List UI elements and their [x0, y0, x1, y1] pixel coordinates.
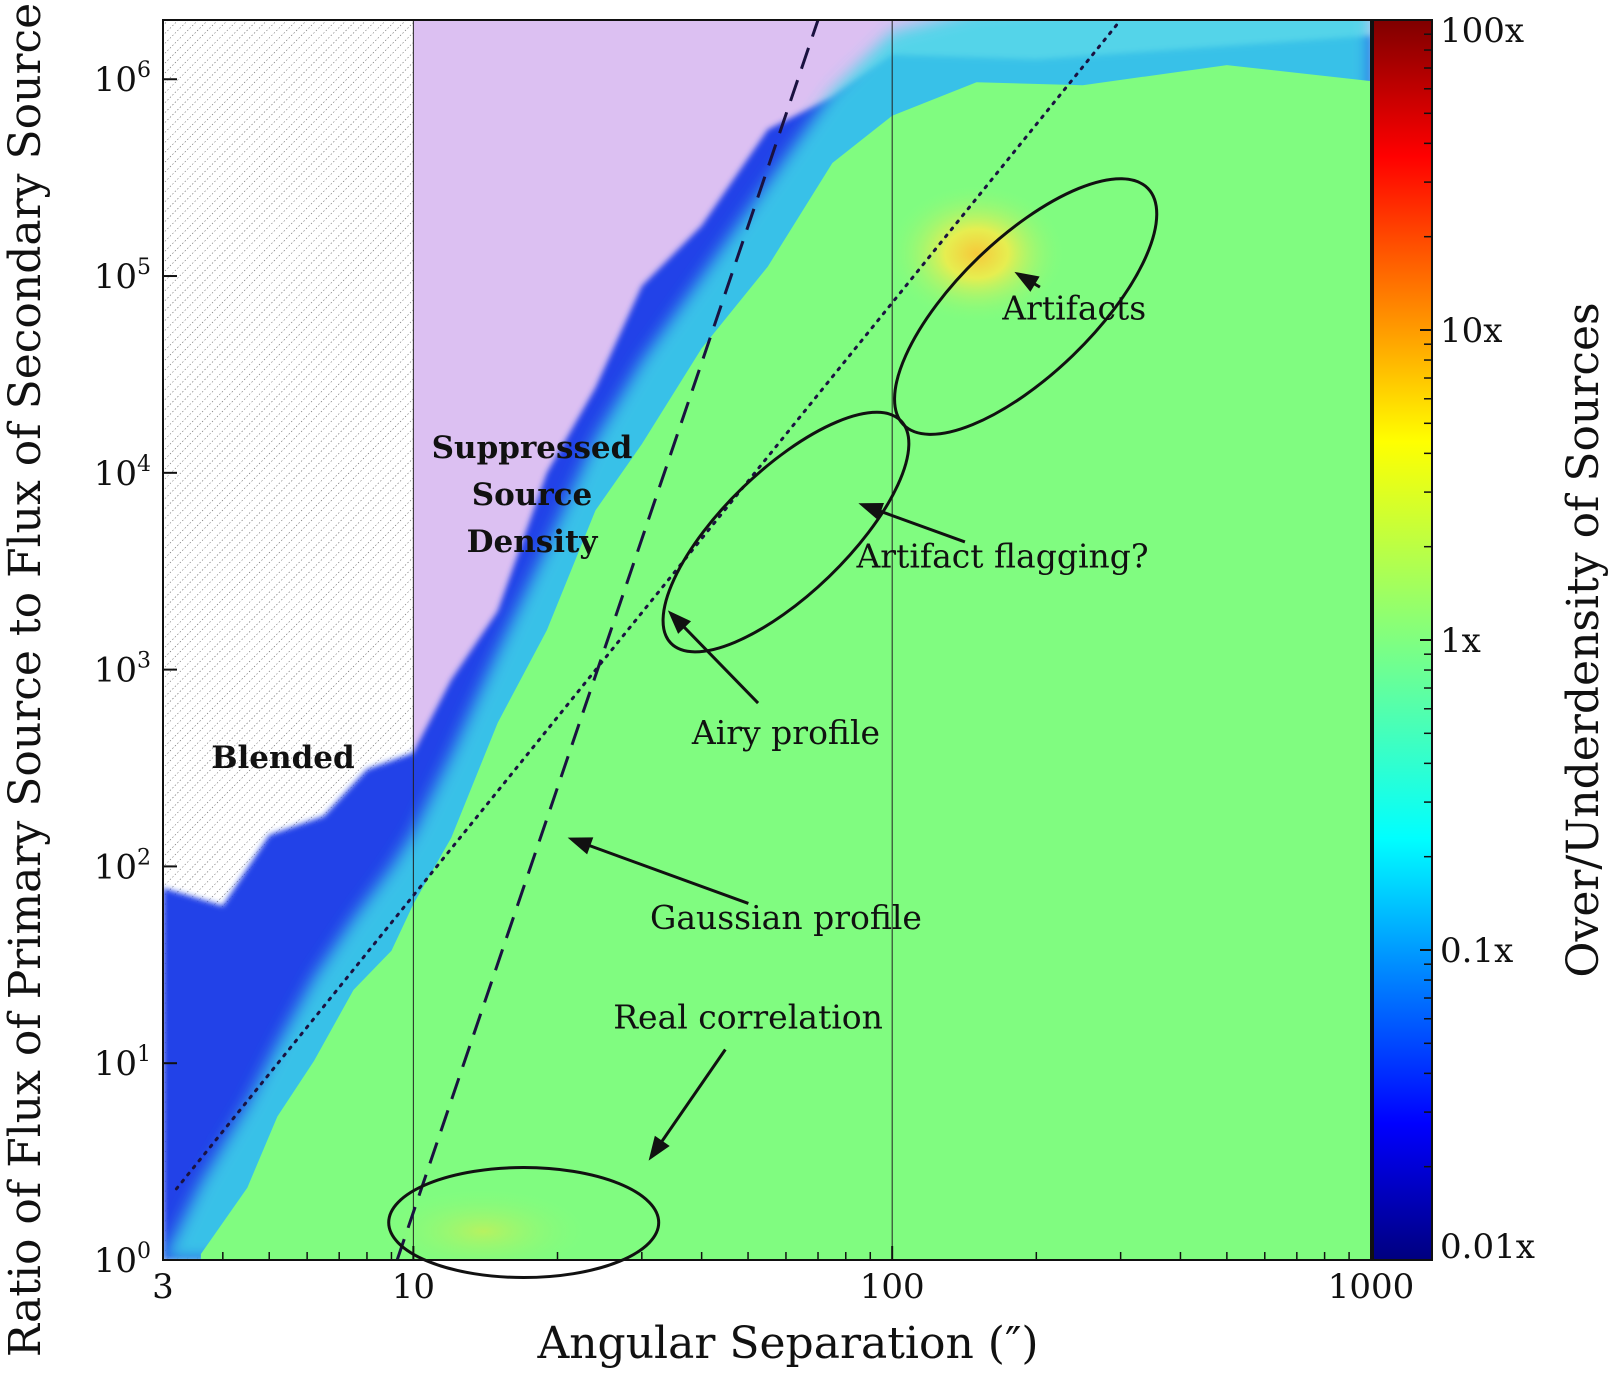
- colorbar: 0.01x 0.1x 1x 10x 100x Over/Underdensity of …: [1372, 11, 1609, 1267]
- arrowhead-airy-profile: [667, 610, 692, 634]
- y-tick-label: 103: [94, 649, 151, 691]
- x-tick-label: 3: [152, 1267, 174, 1307]
- suppressed-label-line-1: Suppressed: [432, 430, 633, 466]
- blended-label: Blended: [211, 740, 354, 776]
- y-axis-title: Ratio of Flux of Primary Source to Flux …: [0, 3, 51, 1357]
- colorbar-tick-label: 0.1x: [1440, 931, 1513, 971]
- arrow-real-correlation: [656, 1048, 727, 1149]
- gaussian-profile-line: [395, 20, 820, 1260]
- suppressed-label-line-3: Density: [467, 524, 599, 560]
- ellipse-real-correlation: [387, 1166, 661, 1280]
- airy-profile-line: [174, 20, 1123, 1191]
- annotation-gaussian-profile: Gaussian profile: [650, 898, 922, 937]
- colorbar-tick-label: 0.01x: [1440, 1227, 1535, 1267]
- y-tick-label: 102: [94, 845, 151, 887]
- arrowhead-real-correlation: [648, 1135, 670, 1161]
- annotation-artifacts: Artifacts: [1001, 289, 1146, 328]
- arrowhead-gaussian-profile: [567, 837, 594, 855]
- arrow-gaussian-profile: [582, 841, 749, 905]
- arrow-airy-profile: [677, 620, 760, 705]
- arrow-artifact-flagging: [872, 507, 966, 544]
- annotation-labels: Artifacts Artifact flagging? Airy profile G…: [613, 289, 1148, 1037]
- x-tick-label: 1000: [1328, 1267, 1415, 1307]
- colorbar-ticks: 0.01x 0.1x 1x 10x 100x: [1420, 11, 1535, 1267]
- annotation-arrows: [567, 271, 1041, 1161]
- y-tick-label: 100: [94, 1239, 151, 1281]
- colorbar-tick-label: 10x: [1440, 311, 1502, 351]
- annotation-airy-profile: Airy profile: [691, 713, 880, 752]
- y-tick-label: 106: [94, 58, 151, 100]
- annotation-real-correlation: Real correlation: [613, 998, 883, 1037]
- annotation-ellipses: [387, 177, 1159, 1280]
- y-tick-label: 104: [94, 452, 151, 494]
- y-tick-label: 105: [94, 255, 151, 297]
- colorbar-tick-label: 100x: [1440, 11, 1524, 51]
- annotation-artifact-flagging: Artifact flagging?: [855, 537, 1148, 576]
- real-correlation-overdensity: [373, 1186, 594, 1260]
- arrowhead-artifact-flagging: [858, 503, 885, 520]
- x-tick-label: 10: [392, 1267, 435, 1307]
- arrowhead-artifacts: [1014, 271, 1040, 292]
- plot-frame: [162, 19, 1372, 1261]
- colorbar-title: Over/Underdensity of Sources: [1558, 302, 1609, 977]
- x-tick-label: 100: [860, 1267, 925, 1307]
- y-axis: 100 101 102 103 104 105 106: [94, 58, 177, 1281]
- x-axis: 3 10 100 1000: [152, 1246, 1414, 1307]
- y-tick-label: 101: [94, 1042, 151, 1084]
- plot-area: [163, 20, 1371, 1260]
- suppressed-label-line-2: Source: [472, 477, 593, 513]
- x-axis-title: Angular Separation (″): [536, 1318, 1038, 1369]
- artifact-overdensity: [886, 183, 1067, 324]
- background-density-region: [163, 65, 1371, 1260]
- colorbar-tick-label: 1x: [1440, 621, 1481, 661]
- ellipse-artifacts: [893, 177, 1159, 436]
